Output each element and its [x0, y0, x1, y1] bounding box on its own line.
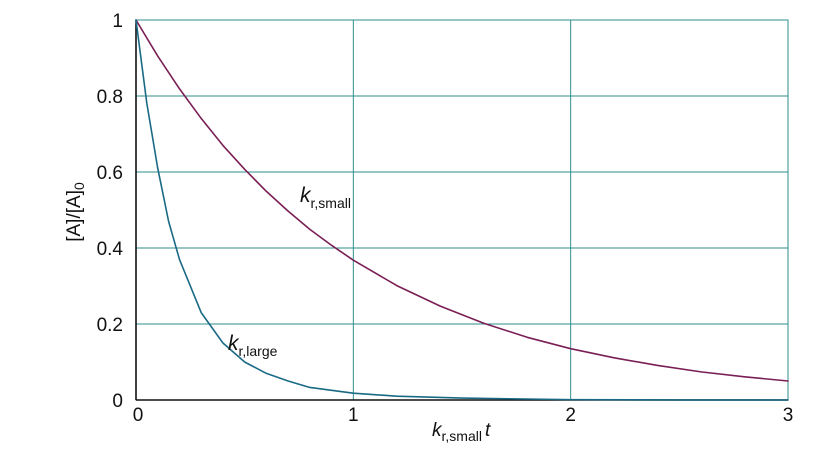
y-tick-label: 0.4	[97, 239, 124, 260]
y-tick-label: 0.6	[97, 163, 123, 184]
series-layer	[135, 19, 789, 401]
y-tick-label: 1	[112, 11, 123, 32]
x-tick-label: 1	[348, 405, 359, 426]
series-label-small: kr,small	[300, 184, 351, 211]
series-line-1	[135, 19, 789, 401]
x-tick-label: 3	[783, 405, 794, 426]
x-axis-label: kr,small t	[432, 420, 491, 444]
y-tick-label: 0.8	[97, 87, 123, 108]
y-axis-label: [A]/[A]0	[64, 182, 87, 242]
series-label-large: kr,large	[228, 332, 278, 359]
y-tick-label: 0	[112, 391, 123, 412]
x-tick-label: 0	[133, 405, 144, 426]
y-tick-label: 0.2	[97, 315, 123, 336]
x-tick-label: 2	[565, 405, 576, 426]
series-line-0	[135, 19, 789, 382]
tick-labels: 0 1 2 3 0 0.2 0.4 0.6 0.8 1	[97, 11, 794, 426]
